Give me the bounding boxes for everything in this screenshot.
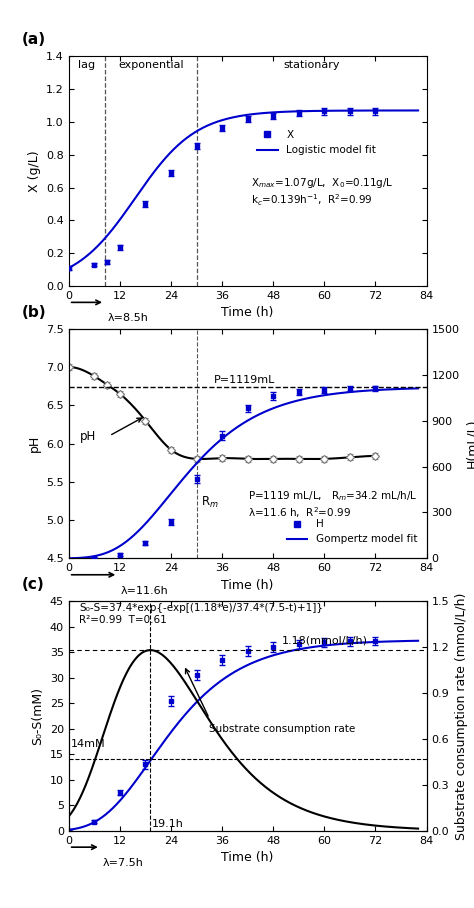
Text: R$_m$: R$_m$ (201, 496, 219, 510)
Text: 1.18(mmol/L/h): 1.18(mmol/L/h) (282, 636, 368, 646)
Text: lag: lag (78, 61, 95, 71)
Y-axis label: S₀-S(mM): S₀-S(mM) (31, 687, 44, 745)
Y-axis label: Substrate consumption rate (mmol/L/h): Substrate consumption rate (mmol/L/h) (455, 592, 468, 840)
Text: P=1119 mL/L,   R$_m$=34.2 mL/h/L
λ=11.6 h,  R$^2$=0.99: P=1119 mL/L, R$_m$=34.2 mL/h/L λ=11.6 h,… (247, 489, 417, 520)
Y-axis label: pH: pH (27, 435, 41, 452)
Text: (b): (b) (22, 304, 47, 320)
Text: λ=7.5h: λ=7.5h (103, 858, 144, 868)
X-axis label: Time (h): Time (h) (221, 306, 274, 320)
Y-axis label: X (g/L): X (g/L) (27, 151, 41, 192)
Text: (a): (a) (22, 32, 46, 47)
Text: X$_{max}$=1.07g/L,  X$_0$=0.11g/L
k$_c$=0.139h$^{-1}$,  R$^2$=0.99: X$_{max}$=1.07g/L, X$_0$=0.11g/L k$_c$=0… (251, 176, 394, 208)
Text: stationary: stationary (283, 61, 340, 71)
Legend: H, Gompertz model fit: H, Gompertz model fit (283, 515, 421, 548)
Text: pH: pH (79, 429, 96, 443)
Text: P=1119mL: P=1119mL (214, 375, 275, 385)
Text: (c): (c) (22, 577, 45, 592)
X-axis label: Time (h): Time (h) (221, 578, 274, 592)
Text: 14mM: 14mM (71, 738, 106, 748)
Text: λ=8.5h: λ=8.5h (107, 313, 148, 323)
X-axis label: Time (h): Time (h) (221, 851, 274, 864)
Text: exponential: exponential (118, 61, 183, 71)
Legend: X, Logistic model fit: X, Logistic model fit (253, 126, 380, 160)
Y-axis label: H(mL/L): H(mL/L) (465, 419, 474, 469)
Text: 19.1h: 19.1h (152, 819, 184, 829)
Text: Substrate consumption rate: Substrate consumption rate (210, 724, 356, 734)
Text: S₀-S=37.4*exp{-exp[(1.18*e)/37.4*(7.5-t)+1]}
R²=0.99  T=0.61: S₀-S=37.4*exp{-exp[(1.18*e)/37.4*(7.5-t)… (80, 604, 323, 625)
Text: λ=11.6h: λ=11.6h (120, 586, 168, 596)
